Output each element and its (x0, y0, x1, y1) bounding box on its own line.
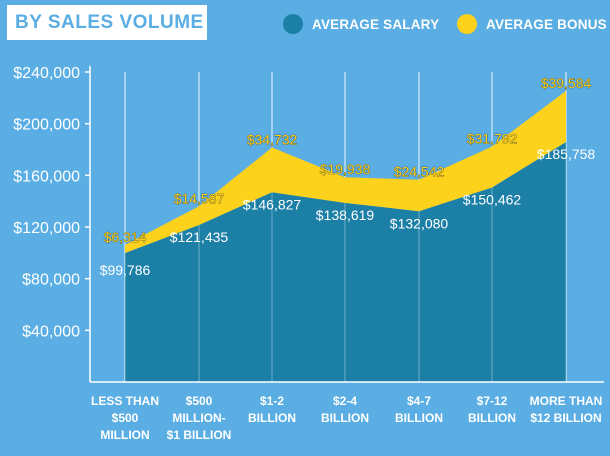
y-tick-label-1: $80,000 (22, 272, 80, 289)
chart-title: BY SALES VOLUME (15, 11, 204, 33)
bonus-data-label-6: $39,584 (541, 75, 592, 91)
salary-data-label-2: $146,827 (243, 196, 302, 212)
x-tick-label-0-line-0: LESS THAN (91, 394, 159, 408)
x-tick-label-3: $2-4 BILLION (321, 394, 369, 425)
x-tick-label-4-line-0: $4-7 (407, 394, 431, 408)
title-box: BY SALES VOLUME (7, 5, 207, 40)
x-tick-label-0: LESS THAN $500 MILLION (91, 394, 159, 442)
x-tick-label-2: $1-2 BILLION (248, 394, 296, 425)
legend-item-bonus: AVERAGE BONUS (457, 12, 607, 36)
legend-item-salary: AVERAGE SALARY (283, 12, 439, 36)
x-tick-label-3-line-0: $2-4 (333, 394, 357, 408)
y-tick-label-2: $120,000 (13, 220, 80, 237)
x-tick-label-4-line-1: BILLION (395, 411, 443, 425)
bonus-data-label-3: $19,938 (320, 161, 371, 177)
x-tick-label-6: MORE THAN $12 BILLION (530, 394, 603, 425)
x-tick-label-1-line-2: $1 BILLION (167, 428, 232, 442)
bonus-data-label-0: $6,314 (104, 229, 147, 245)
y-tick-label-3: $160,000 (13, 168, 80, 185)
legend-swatch-bonus (457, 14, 477, 34)
x-tick-label-3-line-1: BILLION (321, 411, 369, 425)
bonus-data-label-2: $34,732 (247, 131, 298, 147)
bonus-data-label-4: $24,542 (394, 164, 445, 180)
x-tick-label-1: $500 MILLION- $1 BILLION (167, 394, 232, 442)
legend-label-bonus: AVERAGE BONUS (486, 16, 607, 32)
x-tick-label-0-line-2: MILLION (100, 428, 149, 442)
salary-data-label-6: $185,758 (537, 146, 596, 162)
legend-label-salary: AVERAGE SALARY (312, 16, 440, 32)
salary-data-label-0: $99,786 (100, 262, 151, 278)
salary-data-label-4: $132,080 (390, 215, 449, 231)
salary-data-label-3: $138,619 (316, 207, 375, 223)
salary-data-label-1: $121,435 (170, 229, 229, 245)
bonus-area (125, 90, 566, 254)
x-tick-label-1-line-0: $500 (186, 394, 213, 408)
y-tick-label-0: $40,000 (22, 323, 80, 340)
x-tick-label-2-line-0: $1-2 (260, 394, 284, 408)
x-tick-label-0-line-1: $500 (112, 411, 139, 425)
salary-data-label-5: $150,462 (463, 192, 522, 208)
legend-swatch-salary (283, 14, 303, 34)
y-tick-label-4: $200,000 (13, 117, 80, 134)
bonus-data-label-5: $31,792 (467, 131, 518, 147)
x-tick-label-2-line-1: BILLION (248, 411, 296, 425)
x-tick-label-1-line-1: MILLION- (172, 411, 225, 425)
bonus-data-label-1: $14,587 (174, 190, 225, 206)
y-tick-label-5: $240,000 (13, 65, 80, 82)
x-tick-label-6-line-1: $12 BILLION (530, 411, 601, 425)
salary-area (125, 142, 566, 382)
x-tick-label-5-line-0: $7-12 (477, 394, 508, 408)
x-tick-label-4: $4-7 BILLION (395, 394, 443, 425)
x-tick-label-5: $7-12 BILLION (468, 394, 516, 425)
x-tick-label-5-line-1: BILLION (468, 411, 516, 425)
x-tick-label-6-line-0: MORE THAN (530, 394, 603, 408)
